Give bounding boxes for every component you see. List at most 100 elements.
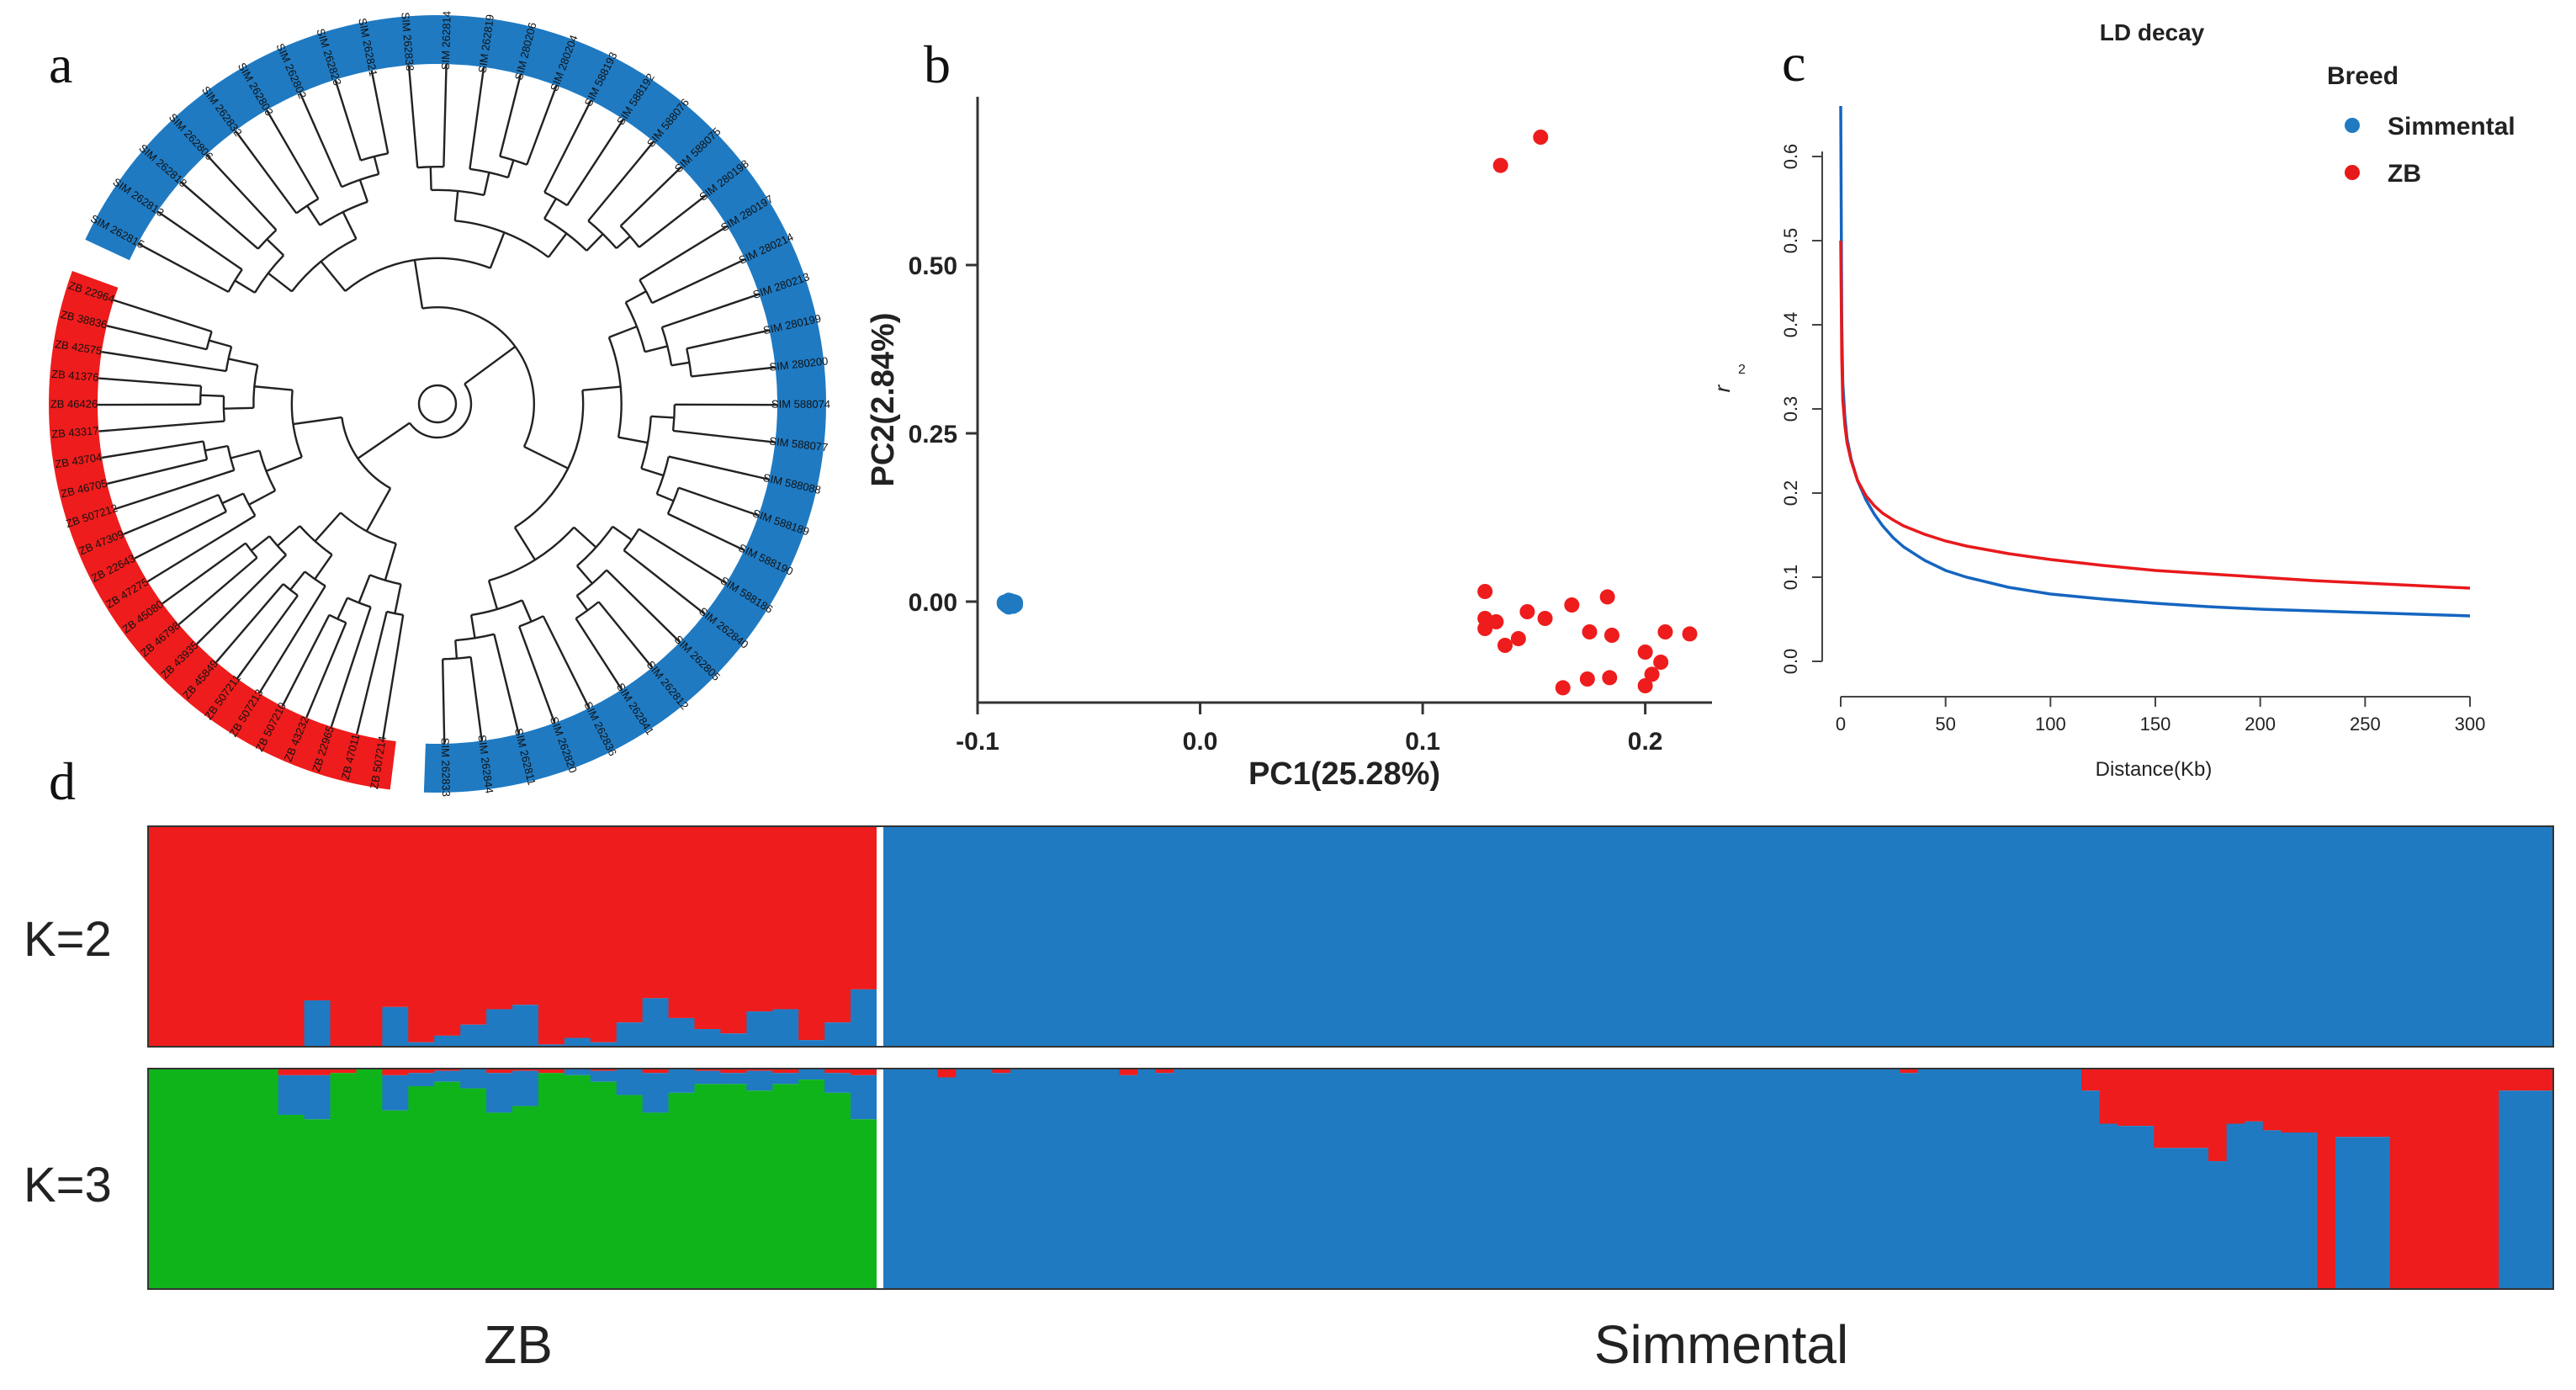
tree-zb-tip-branch bbox=[134, 510, 227, 560]
pca-y-label: PC2(2.84%) bbox=[866, 313, 901, 487]
tree-sim-tip-branch bbox=[575, 618, 623, 691]
k3-sim-bar-blue bbox=[1572, 1069, 1593, 1289]
k3-sim-bar-red bbox=[2389, 1069, 2409, 1289]
k2-sim-bar bbox=[901, 826, 920, 1047]
ld-x-tick-label: 50 bbox=[1935, 714, 1955, 735]
k3-sim-bar-blue bbox=[1646, 1069, 1665, 1289]
k3-sim-bar-red bbox=[1119, 1069, 1138, 1075]
k2-sim-bar bbox=[2063, 826, 2082, 1047]
k2-sim-bar bbox=[1337, 826, 1356, 1047]
k3-zb-bar-blue bbox=[798, 1069, 825, 1080]
tree-sim-tip-branch bbox=[156, 210, 243, 271]
tree-sim-stem bbox=[483, 172, 490, 196]
k2-sim-bar bbox=[2135, 826, 2155, 1047]
pca-x-tick-label: 0.0 bbox=[1183, 728, 1218, 756]
k2-label: K=2 bbox=[24, 912, 112, 967]
k2-sim-bar bbox=[1155, 826, 1174, 1047]
k3-sim-bar-blue bbox=[1790, 1069, 1810, 1289]
k3-sim-bar-blue bbox=[1627, 1069, 1646, 1289]
tree-sim-tip-branch bbox=[639, 225, 729, 281]
k2-sim-bar bbox=[2335, 826, 2355, 1047]
k2-zb-bar-red bbox=[252, 826, 279, 1047]
k3-sim-bar-blue bbox=[1445, 1069, 1466, 1289]
pca-point-zb bbox=[1637, 645, 1653, 660]
k2-sim-bar bbox=[1083, 826, 1102, 1047]
k3-sim-bar-blue bbox=[2118, 1126, 2137, 1289]
k3-sim-bar-blue bbox=[1773, 1069, 1792, 1289]
ld-x-tick-label: 250 bbox=[2350, 714, 2381, 735]
tree-sim-stem bbox=[453, 190, 459, 221]
tree-sim-stem bbox=[234, 279, 256, 294]
k2-sim-bar bbox=[1917, 826, 1937, 1047]
k3-sim-bar-red bbox=[2081, 1069, 2101, 1091]
pca-point-simmental bbox=[1007, 594, 1023, 610]
k3-sim-bar-blue bbox=[1100, 1069, 1121, 1289]
tree-sim-stem bbox=[575, 595, 589, 612]
tree-sim-arc bbox=[454, 220, 549, 258]
tree-sim-stem bbox=[625, 290, 647, 304]
tree-sim-tip-branch bbox=[234, 130, 298, 215]
legend-marker-simmental bbox=[2345, 118, 2360, 133]
pca-point-zb bbox=[1644, 666, 1660, 682]
k2-zb-bar-red bbox=[616, 826, 644, 1023]
pca-point-zb bbox=[1682, 626, 1698, 642]
k2-sim-bar bbox=[1028, 826, 1047, 1047]
tree-sim-stem bbox=[454, 639, 458, 659]
k2-zb-bar-red bbox=[590, 826, 617, 1042]
tree-sim-tip-branch bbox=[499, 73, 522, 157]
k3-sim-bar-blue bbox=[2499, 1090, 2518, 1289]
k3-sim-bar-blue bbox=[1845, 1069, 1864, 1289]
pca-x-label: PC1(25.28%) bbox=[1248, 756, 1440, 792]
ld-y-label: r bbox=[1709, 384, 1735, 392]
k2-zb-bar-red bbox=[851, 826, 877, 989]
tree-sim-tip-branch bbox=[469, 656, 483, 741]
k3-sim-bar-red bbox=[2190, 1069, 2209, 1149]
tree-zb-arc bbox=[225, 346, 233, 372]
tree-zb-tip-branch bbox=[215, 583, 284, 663]
k3-sim-bar-blue bbox=[1391, 1069, 1411, 1289]
k2-sim-bar bbox=[1845, 826, 1864, 1047]
tree-sim-stem bbox=[373, 156, 380, 175]
tree-sim-stem bbox=[521, 599, 533, 623]
k2-zb-bar-red bbox=[278, 826, 305, 1047]
k2-sim-bar bbox=[1555, 826, 1574, 1047]
k3-sim-bar-blue bbox=[1083, 1069, 1102, 1289]
k3-sim-bar-red bbox=[2226, 1069, 2245, 1124]
k2-sim-bar bbox=[1064, 826, 1084, 1047]
k2-sim-bar bbox=[1609, 826, 1629, 1047]
tree-zb-tip-branch bbox=[98, 377, 202, 387]
k2-sim-bar bbox=[1100, 826, 1121, 1047]
k2-sim-bar bbox=[1519, 826, 1538, 1047]
k3-zb-bar-blue bbox=[408, 1073, 435, 1086]
k2-sim-bar bbox=[1809, 826, 1828, 1047]
pca-point-zb bbox=[1492, 157, 1508, 173]
tree-zb-stem bbox=[314, 554, 333, 580]
k3-sim-bar-blue bbox=[2245, 1121, 2264, 1289]
k2-sim-bar bbox=[1773, 826, 1792, 1047]
k2-zb-bar-red bbox=[382, 826, 409, 1007]
k3-zb-bar-green bbox=[434, 1081, 461, 1289]
k3-sim-bar-blue bbox=[1699, 1069, 1720, 1289]
tree-sim-tip-branch bbox=[441, 659, 446, 744]
k2-zb-bar-red bbox=[720, 826, 747, 1034]
k3-zb-bar-green bbox=[824, 1092, 851, 1289]
k3-sim-bar-red bbox=[2262, 1069, 2282, 1131]
k2-sim-bar bbox=[1282, 826, 1301, 1047]
tree-zb-tip-branch bbox=[162, 542, 246, 605]
ld-x-tick-label: 300 bbox=[2455, 714, 2486, 735]
k3-zb-bar-green bbox=[486, 1112, 513, 1289]
k3-sim-bar-blue bbox=[1718, 1069, 1737, 1289]
k3-zb-bar-red bbox=[590, 1069, 617, 1071]
tree-zb-tip-branch bbox=[236, 594, 299, 680]
k3-zb-bar-green bbox=[538, 1073, 565, 1289]
tree-sim-tip-branch bbox=[597, 601, 654, 668]
tree-sim-tip-branch bbox=[493, 634, 520, 735]
k3-zb-bar-red bbox=[304, 1069, 331, 1075]
k2-sim-bar bbox=[1536, 826, 1556, 1047]
tree-sim-arc bbox=[227, 268, 243, 293]
ld-x-tick-label: 150 bbox=[2140, 714, 2171, 735]
tree-sim-tip-branch bbox=[443, 64, 448, 167]
tree-sim-stem bbox=[429, 167, 432, 190]
k3-sim-bar-blue bbox=[956, 1069, 975, 1289]
tree-zb-stem bbox=[365, 487, 392, 532]
